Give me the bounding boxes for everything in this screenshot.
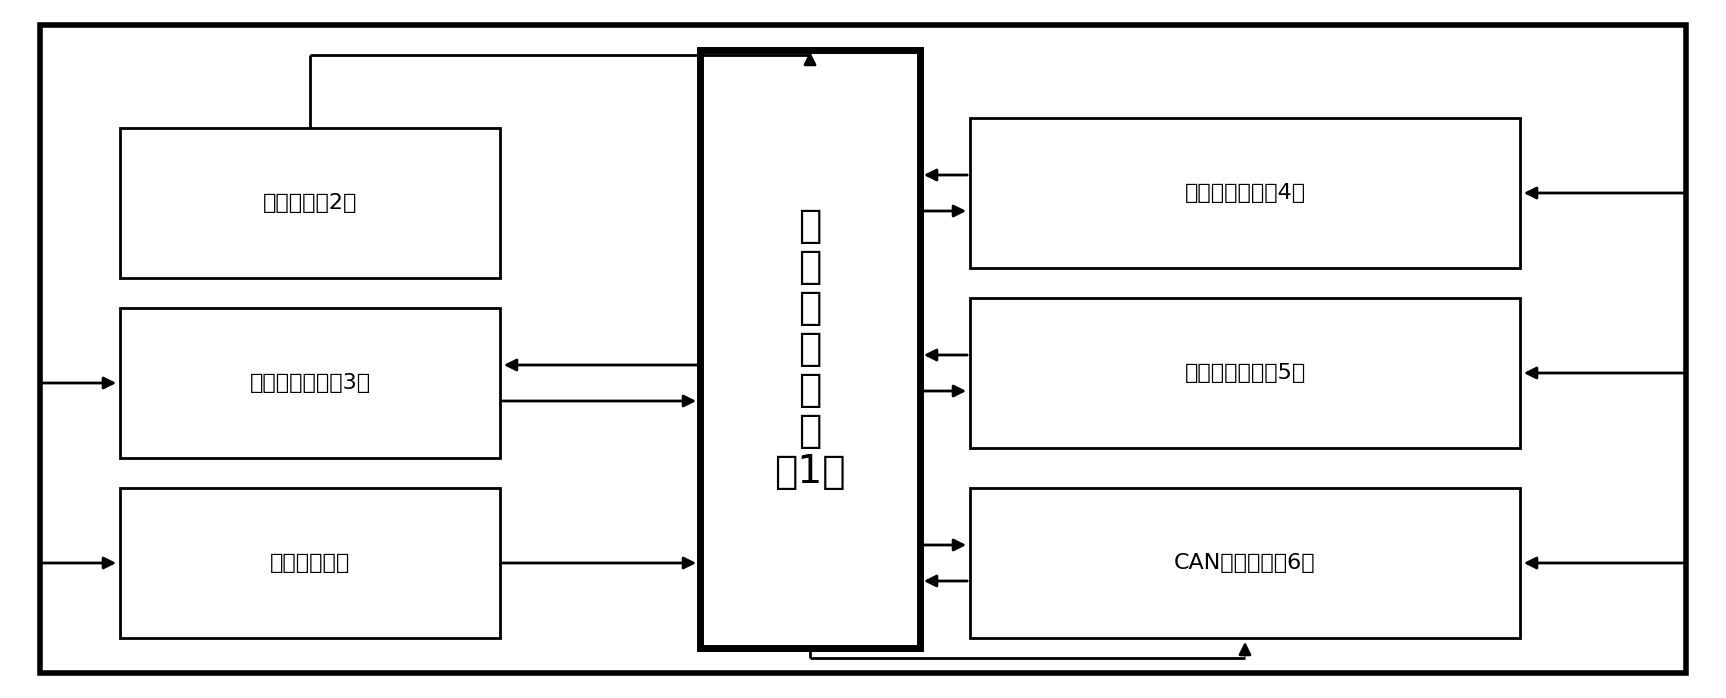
Text: 功率驱动模块（4）: 功率驱动模块（4）	[1184, 183, 1305, 203]
Text: CAN收发模块（6）: CAN收发模块（6）	[1174, 553, 1315, 573]
Bar	[121, 308, 501, 458]
Text: 程序仿真接口: 程序仿真接口	[269, 553, 350, 573]
Text: 电源模块（2）: 电源模块（2）	[262, 193, 357, 213]
Text: 微
处
理
器
模
块
（1）: 微 处 理 器 模 块 （1）	[775, 207, 846, 491]
Bar	[701, 50, 920, 648]
Bar	[970, 298, 1521, 448]
Text: 数据存储模块（5）: 数据存储模块（5）	[1184, 363, 1305, 383]
Bar	[121, 128, 501, 278]
Bar	[970, 488, 1521, 638]
Bar	[970, 118, 1521, 268]
Text: 信号采集模块（3）: 信号采集模块（3）	[250, 373, 371, 393]
Bar	[121, 488, 501, 638]
